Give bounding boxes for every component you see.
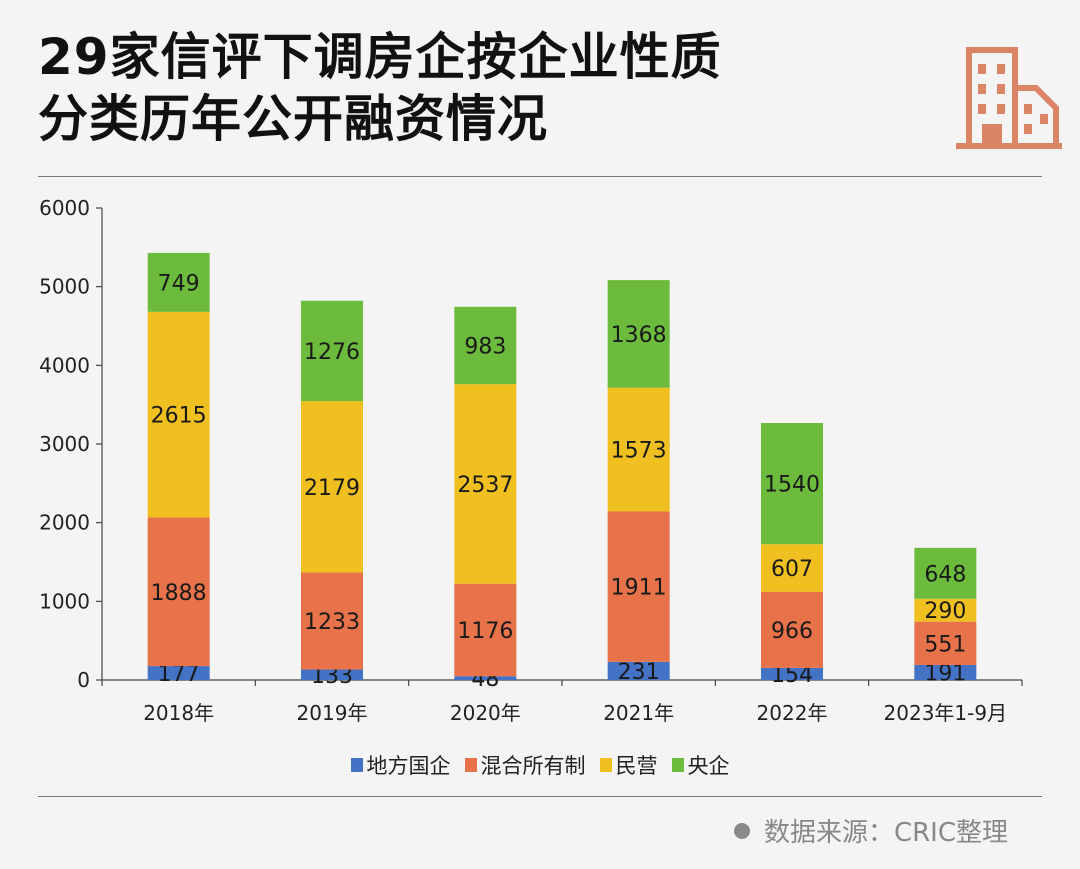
title-line-1: 29家信评下调房企按企业性质 (38, 28, 722, 86)
bar-segment (914, 621, 977, 665)
bar-segment (147, 252, 210, 312)
bar-segment (607, 280, 670, 388)
data-label: 2615 (151, 404, 207, 429)
bar-segment (761, 591, 823, 668)
title-line-2: 分类历年公开融资情况 (38, 90, 548, 148)
bar-segment (761, 667, 823, 680)
y-tick-label: 5000 (39, 275, 90, 299)
legend-swatch (671, 758, 684, 772)
bar-segment (301, 300, 363, 402)
stacked-bar-chart: 0 1000 2000 3000 4000 5000 6000 177 1888 2615 749 2… (39, 196, 1023, 725)
bar-segment (147, 666, 210, 680)
data-label: 966 (771, 619, 813, 644)
bullet-icon (733, 822, 750, 839)
building-icon (956, 47, 1062, 149)
data-label: 290 (924, 599, 966, 624)
data-label: 648 (924, 562, 966, 587)
data-label: 1176 (457, 619, 513, 644)
bar-segment (301, 572, 363, 670)
bar-segment (454, 306, 517, 385)
x-tick-label: 2022年 (757, 701, 828, 725)
y-tick-label: 2000 (39, 511, 90, 535)
data-label: 1233 (304, 610, 360, 635)
y-tick-label: 4000 (39, 353, 90, 377)
data-label: 177 (158, 662, 200, 687)
data-label: 1540 (764, 473, 820, 498)
legend-label: 民营 (615, 754, 658, 778)
bar-segment (914, 664, 977, 680)
bar-segment (914, 547, 977, 599)
x-tick-label: 2018年 (143, 701, 214, 725)
bar-segment (147, 311, 210, 518)
bar-segment (914, 598, 977, 622)
legend-swatch (599, 758, 612, 772)
bar-segment (301, 669, 363, 680)
legend-item: 民营 (599, 750, 658, 780)
data-label: 1573 (611, 439, 667, 464)
legend-swatch (464, 758, 477, 772)
y-tick-label: 3000 (39, 432, 90, 456)
legend-swatch (350, 758, 363, 772)
legend-label: 央企 (687, 754, 730, 778)
data-label: 1888 (151, 581, 207, 606)
data-label: 1276 (304, 340, 360, 365)
legend-label: 地方国企 (366, 754, 451, 778)
chart-title: 29家信评下调房企按企业性质 分类历年公开融资情况 (38, 26, 918, 150)
source-text: 数据来源：CRIC整理 (763, 818, 1008, 848)
y-tick-label: 6000 (39, 196, 90, 220)
data-label: 2537 (457, 473, 513, 498)
bar-segment (147, 517, 210, 667)
bar-segment (607, 387, 670, 512)
data-label: 191 (924, 661, 966, 686)
y-tick-label: 1000 (39, 589, 90, 613)
bar-segment (607, 661, 670, 680)
x-tick-label: 2021年 (603, 701, 674, 725)
bar-segment (454, 583, 517, 677)
data-label: 551 (924, 632, 966, 657)
x-tick-label: 2023年1-9月 (884, 701, 1008, 725)
data-label: 231 (618, 660, 660, 685)
bottom-divider (38, 796, 1042, 797)
bar-segment (761, 544, 823, 592)
top-divider (38, 176, 1042, 177)
legend-item: 央企 (671, 750, 730, 780)
data-label: 2179 (304, 476, 360, 501)
y-tick-label: 0 (77, 668, 90, 692)
legend-item: 混合所有制 (464, 750, 586, 780)
data-label: 983 (464, 334, 506, 359)
data-label: 1368 (611, 323, 667, 348)
legend-item: 地方国企 (350, 750, 451, 780)
bar-segment (301, 401, 363, 573)
data-label: 1911 (611, 576, 667, 601)
x-tick-label: 2020年 (450, 701, 521, 725)
source-note: 数据来源：CRIC整理 (733, 812, 1008, 849)
legend: 地方国企 混合所有制 民营 央企 (0, 750, 1080, 780)
bar-segment (761, 422, 823, 545)
x-tick-label: 2019年 (297, 701, 368, 725)
data-label: 607 (771, 557, 813, 582)
bar-segment (607, 511, 670, 662)
legend-label: 混合所有制 (480, 754, 586, 778)
data-label: 749 (158, 271, 200, 296)
bar-segment (454, 676, 517, 680)
bar-segment (454, 384, 517, 584)
